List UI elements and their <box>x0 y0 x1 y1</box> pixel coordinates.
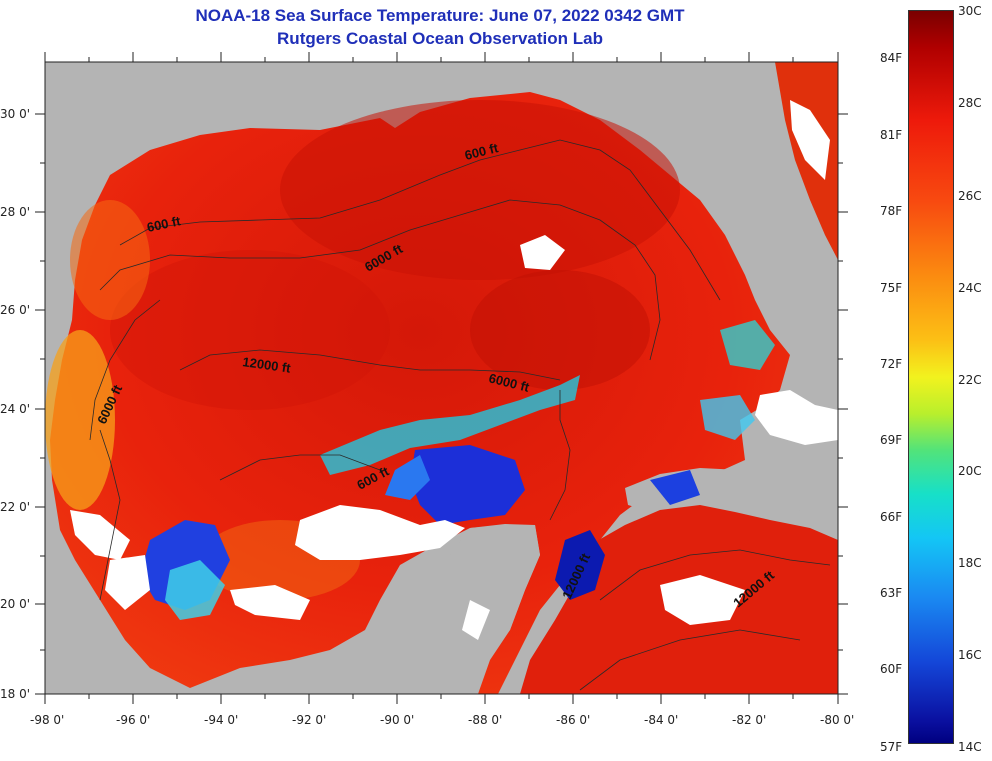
latitude-labels: 30 0' 28 0' 26 0' 24 0' 22 0' 20 0' 18 0… <box>0 107 30 701</box>
warm-core-west <box>110 250 390 410</box>
colorbar-fahrenheit-label: 63F <box>880 586 903 600</box>
colorbar-celsius-label: 28C <box>958 96 982 110</box>
lon-label: -98 0' <box>30 713 64 727</box>
colorbar-fahrenheit-label: 69F <box>880 433 903 447</box>
colorbar-fahrenheit-label: 57F <box>880 740 903 754</box>
warm-core-loop <box>470 270 650 390</box>
west-coast-gradient-2 <box>70 200 150 320</box>
lon-label: -96 0' <box>116 713 150 727</box>
colorbar-celsius-label: 14C <box>958 740 982 754</box>
colorbar-fahrenheit-label: 66F <box>880 510 903 524</box>
temperature-colorbar <box>908 10 954 744</box>
lat-label: 20 0' <box>0 597 30 611</box>
west-coast-gradient <box>45 330 115 510</box>
colorbar-fahrenheit-label: 84F <box>880 51 903 65</box>
colorbar-celsius-label: 18C <box>958 556 982 570</box>
colorbar-fahrenheit-label: 60F <box>880 662 903 676</box>
lat-label: 18 0' <box>0 687 30 701</box>
cloud-patches <box>70 100 838 640</box>
map-subtitle: Rutgers Coastal Ocean Observation Lab <box>277 29 603 48</box>
lon-label: -94 0' <box>204 713 238 727</box>
contour-label: 12000 ft <box>242 354 293 376</box>
lon-label: -92 0' <box>292 713 326 727</box>
contour-label: 600 ft <box>146 213 183 235</box>
yucatan-peninsula <box>395 524 540 694</box>
colorbar-celsius-label: 26C <box>958 189 982 203</box>
lon-label: -80 0' <box>820 713 854 727</box>
colorbar-celsius-label: 20C <box>958 464 982 478</box>
lon-label: -84 0' <box>644 713 678 727</box>
axis-ticks <box>35 52 848 704</box>
colorbar-fahrenheit-label: 81F <box>880 128 903 142</box>
map-title: NOAA-18 Sea Surface Temperature: June 07… <box>195 6 685 25</box>
colorbar-celsius-label: 24C <box>958 281 982 295</box>
lat-label: 30 0' <box>0 107 30 121</box>
colorbar-celsius-label: 30C <box>958 4 982 18</box>
colorbar-fahrenheit-label: 78F <box>880 204 903 218</box>
lat-label: 24 0' <box>0 402 30 416</box>
lon-label: -88 0' <box>468 713 502 727</box>
colorbar-celsius-label: 16C <box>958 648 982 662</box>
lon-label: -86 0' <box>556 713 590 727</box>
colorbar-fahrenheit-label: 75F <box>880 281 903 295</box>
bathymetry-contours <box>89 139 831 691</box>
lon-label: -82 0' <box>732 713 766 727</box>
lat-label: 28 0' <box>0 205 30 219</box>
colorbar-celsius-label: 22C <box>958 373 982 387</box>
lon-label: -90 0' <box>380 713 414 727</box>
sst-map: 600 ft 600 ft 600 ft 6000 ft 6000 ft 600… <box>0 52 854 727</box>
colorbar-fahrenheit-label: 72F <box>880 357 903 371</box>
lat-label: 22 0' <box>0 500 30 514</box>
florida-peninsula <box>700 110 838 355</box>
longitude-labels: -98 0' -96 0' -94 0' -92 0' -90 0' -88 0… <box>30 713 854 727</box>
lat-label: 26 0' <box>0 303 30 317</box>
